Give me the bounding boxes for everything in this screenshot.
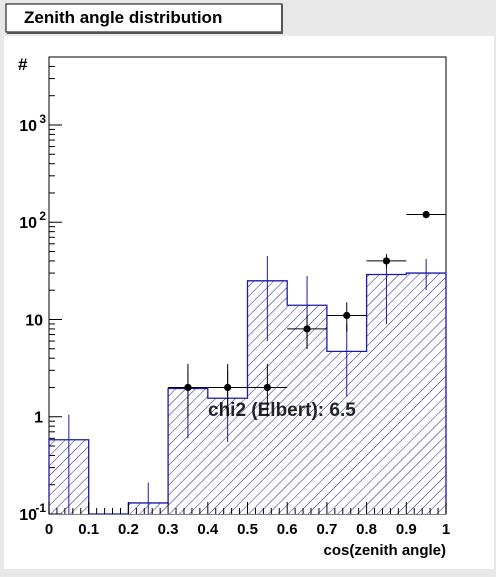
data-point (184, 383, 192, 392)
sim-bar (406, 273, 446, 514)
chart-title: Zenith angle distribution (24, 8, 222, 27)
x-tick-label: 0 (45, 521, 53, 538)
x-tick-label: 0.6 (277, 521, 298, 538)
x-tick-label: 1 (442, 521, 450, 538)
title-box (5, 3, 283, 33)
x-tick-label: 0.4 (197, 521, 219, 538)
x-axis-label: cos(zenith angle) (323, 542, 446, 559)
x-tick-label: 0.2 (118, 521, 139, 538)
y-tick-label: 10 (25, 312, 43, 329)
x-tick-label: 0.8 (356, 521, 377, 538)
data-point (224, 383, 232, 392)
y-tick-label: 10 (19, 118, 37, 135)
data-point (263, 383, 271, 392)
data-point (343, 311, 351, 320)
y-tick-label: 10 (19, 507, 37, 524)
y-axis-label: # (18, 55, 28, 74)
x-tick-label: 0.7 (316, 521, 337, 538)
y-tick-label: 10 (19, 215, 37, 232)
y-tick-label: 1 (34, 410, 43, 427)
y-tick-exponent: -1 (35, 501, 46, 515)
x-tick-label: 0.3 (158, 521, 179, 538)
x-tick-label: 0.1 (78, 521, 99, 538)
y-tick-exponent: 3 (39, 112, 46, 126)
data-point (382, 257, 391, 265)
x-tick-label: 0.5 (237, 521, 258, 538)
data-point (303, 325, 311, 333)
chi2-annotation: chi2 (Elbert): 6.5 (208, 400, 356, 421)
x-tick-label: 0.9 (396, 521, 417, 538)
data-points-layer (168, 210, 446, 417)
data-point (422, 210, 430, 219)
y-tick-exponent: 2 (39, 209, 46, 223)
